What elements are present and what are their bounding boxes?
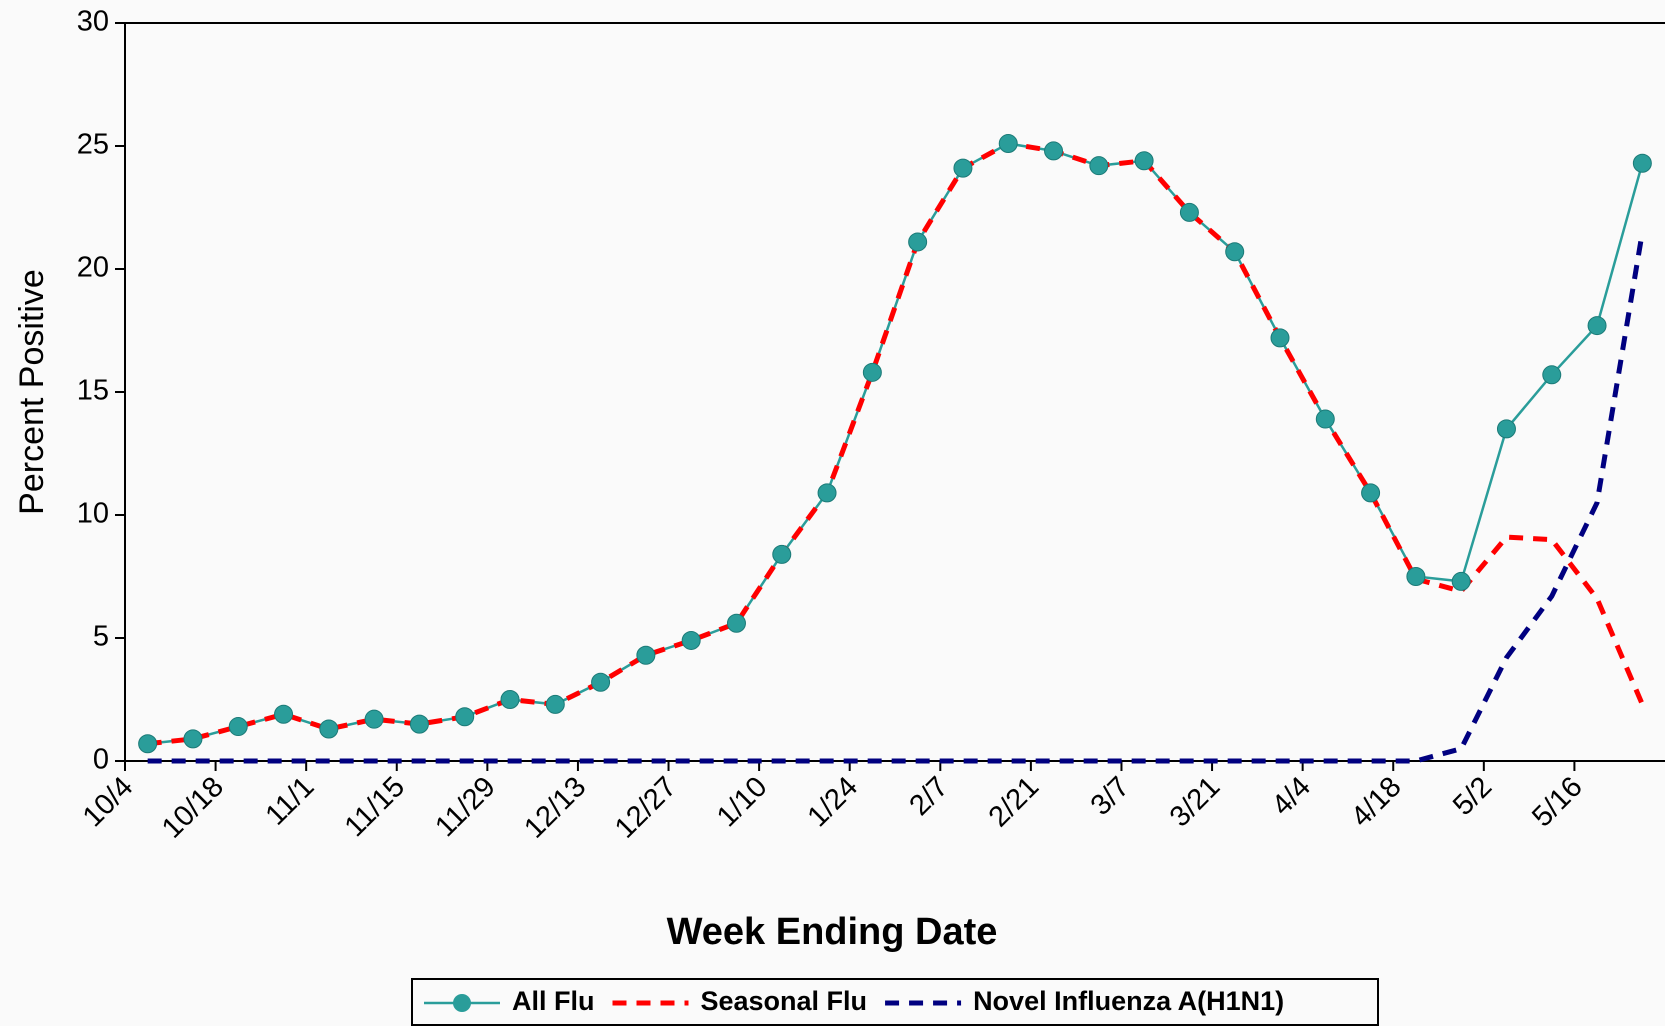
y-tick-label: 5 [93,621,109,653]
series-marker [364,709,384,729]
x-axis-title: Week Ending Date [667,911,998,953]
series-marker [1542,365,1562,385]
x-tick-label: 5/2 [1447,771,1498,822]
series-line [147,140,1645,747]
series-marker [681,630,701,650]
series-marker [319,719,339,739]
series-marker [1315,409,1335,429]
x-tick-label: 3/21 [1164,771,1227,834]
y-tick-label: 25 [77,129,109,161]
series-marker [636,645,656,665]
y-axis-title: Percent Positive [13,269,51,515]
series-marker [1044,141,1064,161]
series-marker [862,362,882,382]
series-marker [409,714,429,734]
x-tick-label: 11/15 [339,771,411,843]
series-marker [1632,153,1652,173]
x-tick-label: 12/13 [518,771,592,845]
x-tick-label: 3/7 [1085,771,1136,822]
y-tick-label: 10 [77,498,109,530]
series-marker [998,134,1018,154]
legend-label: Novel Influenza A(H1N1) [973,986,1284,1016]
series-marker [500,690,520,709]
series-marker [772,544,792,564]
series-marker [1270,328,1290,348]
series-marker [183,729,203,749]
y-tick-label: 30 [77,6,109,38]
legend-marker [453,994,471,1012]
series-marker [1587,316,1607,336]
x-tick-label: 5/16 [1526,771,1589,834]
x-tick-label: 10/18 [156,771,230,845]
series-marker [817,483,837,503]
series-marker [138,734,158,754]
series-marker [455,707,475,727]
x-tick-label: 12/27 [609,771,683,845]
x-tick-label: 1/10 [711,771,774,834]
series-marker [1179,202,1199,222]
series-marker [1496,419,1516,439]
series-marker [1225,242,1245,262]
legend-label: Seasonal Flu [701,986,868,1016]
series-line [147,231,1645,764]
series-marker [1406,567,1426,586]
x-tick-label: 1/24 [802,771,865,834]
series-marker [1361,483,1381,503]
x-tick-label: 10/4 [77,771,140,834]
series-marker [908,232,928,252]
y-tick-label: 0 [93,744,109,776]
x-tick-label: 11/29 [429,771,501,843]
x-tick-label: 4/4 [1266,771,1317,822]
series-marker [726,613,746,633]
series-marker [591,672,611,692]
x-tick-label: 2/7 [904,771,955,822]
y-tick-label: 20 [77,252,109,284]
series-marker [274,704,294,724]
series-marker [228,717,248,737]
x-tick-label: 11/1 [260,771,321,832]
series-line [147,142,1644,746]
series-marker [953,158,973,178]
legend-label: All Flu [512,986,595,1016]
x-tick-label: 4/18 [1345,771,1408,834]
y-tick-label: 15 [77,375,109,407]
x-tick-label: 2/21 [983,771,1046,834]
series-marker [1451,571,1471,591]
series-marker [545,694,565,714]
series-marker [1089,156,1109,176]
series-marker [1134,151,1154,171]
